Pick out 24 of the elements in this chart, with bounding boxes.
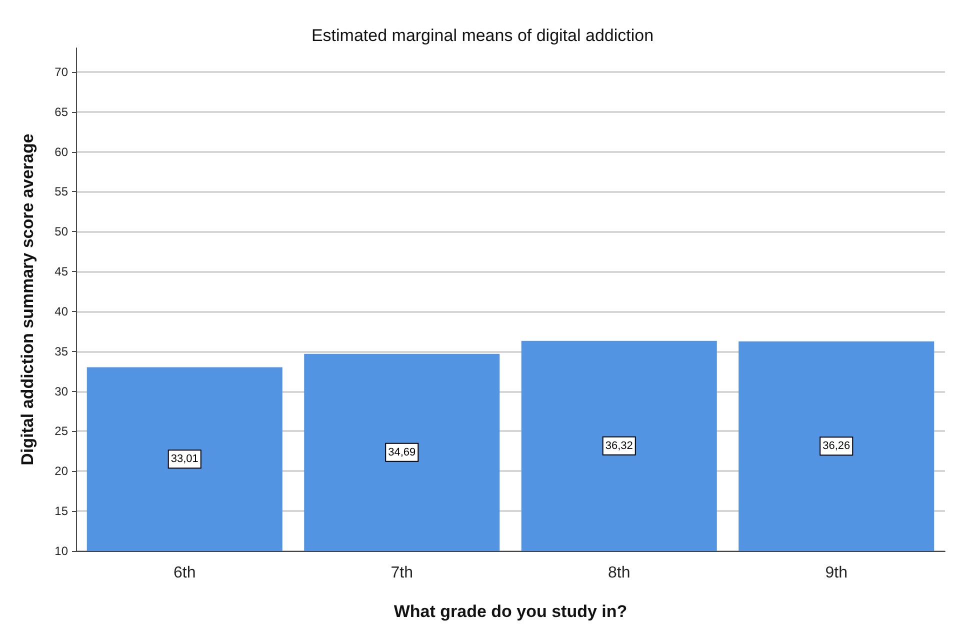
y-tick-label: 20 xyxy=(54,464,68,478)
y-tick-label: 40 xyxy=(54,304,68,318)
y-tick-label: 60 xyxy=(54,144,68,159)
y-tick-label: 65 xyxy=(54,104,68,119)
y-tick-label: 55 xyxy=(54,184,68,199)
x-tick-label: 8th xyxy=(608,564,630,582)
y-tick-label: 50 xyxy=(54,224,68,239)
data-label: 36,26 xyxy=(822,440,850,452)
y-tick-label: 10 xyxy=(54,544,68,558)
y-tick-label: 70 xyxy=(54,64,68,79)
x-tick-label: 7th xyxy=(390,564,413,582)
x-tick-label: 9th xyxy=(825,564,848,582)
data-label: 34,69 xyxy=(388,446,416,458)
y-axis-title: Digital addiction summary score average xyxy=(18,134,37,466)
y-tick-label: 25 xyxy=(54,424,68,438)
x-tick-label: 6th xyxy=(174,564,196,582)
y-tick-label: 35 xyxy=(54,344,68,358)
y-tick-label: 15 xyxy=(54,504,68,518)
y-tick-label: 45 xyxy=(54,264,68,279)
chart-title: Estimated marginal means of digital addiction xyxy=(311,26,654,45)
x-axis-title: What grade do you study in? xyxy=(394,602,628,621)
data-label: 33,01 xyxy=(170,453,198,466)
y-tick-label: 30 xyxy=(54,384,68,398)
data-label: 36,32 xyxy=(605,440,633,452)
